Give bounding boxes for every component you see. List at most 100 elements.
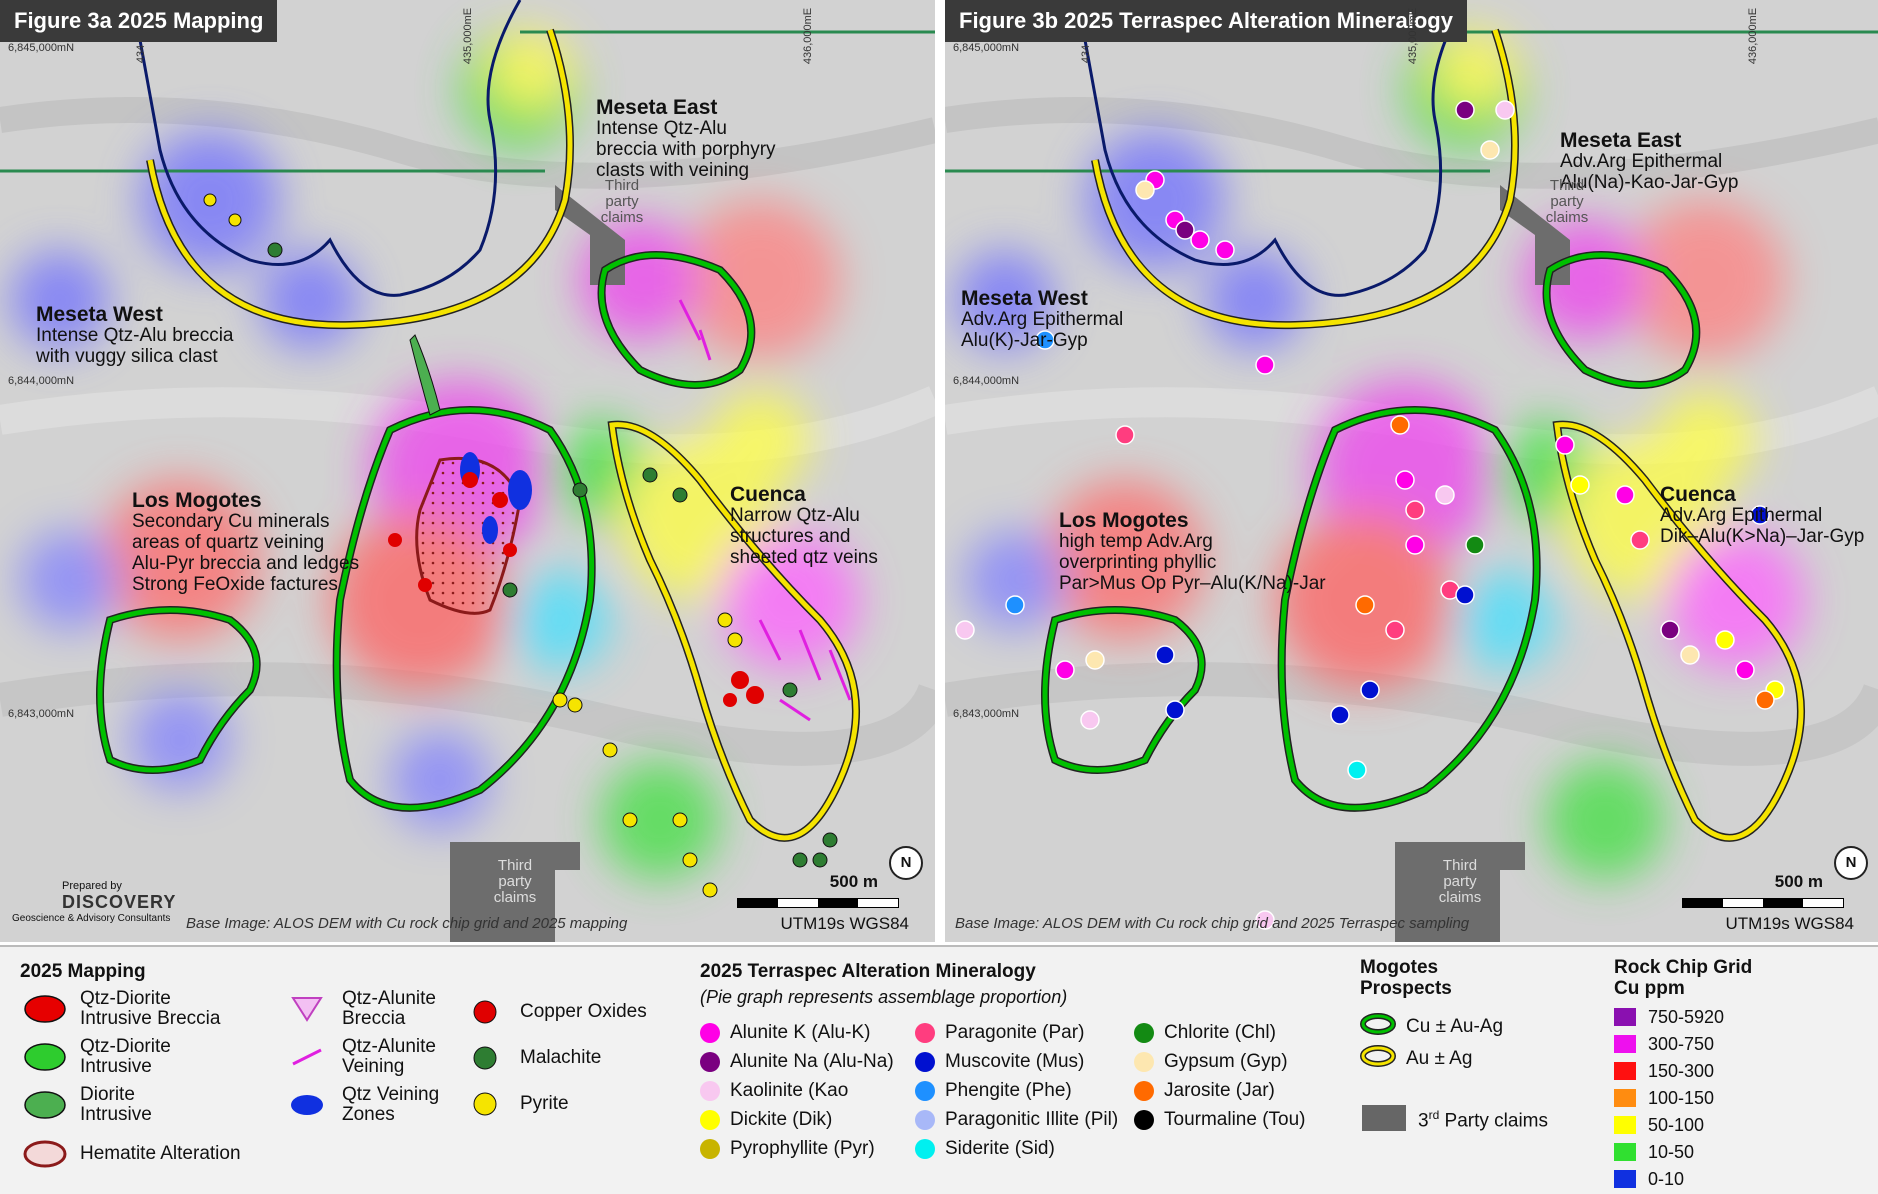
grid-easting: 435,000mE	[1407, 7, 1420, 65]
mineral-swatch	[915, 1023, 935, 1043]
cu-grid-heat	[10, 30, 860, 880]
legend-item: Qtz-Alunite Veining	[284, 1037, 436, 1077]
legend-item: Qtz Veining Zones	[284, 1085, 439, 1125]
diorite-icon	[22, 1088, 68, 1122]
discovery-logo: Prepared by DISCOVERY Geoscience & Advis…	[12, 880, 177, 930]
label-cuenca: Cuenca Narrow Qtz-Alu structures and shee…	[730, 442, 878, 589]
mineral-swatch	[1134, 1110, 1154, 1130]
legend-label: Hematite Alteration	[80, 1143, 241, 1164]
grid-easting: 434	[1080, 44, 1093, 64]
legend-item: 300-750	[1614, 1034, 1714, 1054]
mineral-swatch	[1134, 1081, 1154, 1101]
grid-swatch	[1614, 1089, 1636, 1107]
legend-item: Tourmaline (Tou)	[1134, 1110, 1306, 1130]
prospect-outline-cu	[599, 252, 754, 388]
grid-easting: 435,000mE	[462, 7, 475, 65]
legend-label: Qtz-Alunite Breccia	[342, 988, 436, 1029]
legend-item: Pyrite	[462, 1087, 569, 1121]
legend-item: Malachite	[462, 1041, 601, 1075]
map-a-canvas	[0, 0, 935, 942]
legend-label: 150-300	[1648, 1061, 1715, 1081]
legend-label: 10-50	[1648, 1142, 1695, 1162]
prospect-outline-cu	[1279, 407, 1540, 811]
legend-item: Qtz-Alunite Breccia	[284, 989, 436, 1029]
logo-name: DISCOVERY	[62, 892, 177, 912]
legend-item: Chlorite (Chl)	[1134, 1023, 1276, 1043]
legend-terraspec-heading: 2025 Terraspec Alteration Mineralogy	[700, 961, 1036, 982]
prospect-outline-au	[1092, 29, 1518, 328]
legend-label: Phengite (Phe)	[945, 1080, 1072, 1101]
legend-label: Qtz-Diorite Intrusive	[80, 1036, 171, 1077]
legend-item: Muscovite (Mus)	[915, 1052, 1084, 1072]
grid-northing: 6,844,000mN	[953, 375, 1020, 387]
pyrite-icon	[462, 1087, 508, 1121]
legend-label: Siderite (Sid)	[945, 1138, 1055, 1159]
legend-label: Paragonite (Par)	[945, 1022, 1085, 1043]
breccia-star-icon	[284, 992, 330, 1026]
mineral-swatch	[700, 1023, 720, 1043]
legend-label: 3rd Party claims	[1418, 1105, 1548, 1131]
legend-item: Alunite Na (Alu-Na)	[700, 1052, 894, 1072]
third-party-claims-polygon	[555, 185, 625, 285]
qtz-veining-zone	[482, 516, 498, 544]
legend-item: Alunite K (Alu-K)	[700, 1023, 870, 1043]
legend-label: Diorite Intrusive	[80, 1084, 152, 1125]
grid-northing: 6,844,000mN	[8, 375, 75, 387]
diorite-intrusive	[409, 334, 441, 416]
third-party-claims-polygon	[450, 842, 580, 942]
legend-label: Alunite Na (Alu-Na)	[730, 1051, 894, 1072]
logo-sub: Geoscience & Advisory Consultants	[12, 913, 171, 924]
label-text: Adv.Arg Epithermal Alu(K)-Jar-Gyp	[961, 309, 1124, 351]
legend-label: Cu ± Au-Ag	[1406, 1015, 1504, 1037]
legend-label: Dickite (Dik)	[730, 1109, 833, 1130]
legend-label: Malachite	[520, 1047, 602, 1068]
legend-item: 10-50	[1614, 1142, 1694, 1162]
vein-line-icon	[284, 1040, 330, 1074]
legend-label: Alunite K (Alu-K)	[730, 1022, 871, 1043]
mineral-swatch	[700, 1052, 720, 1072]
label-meseta-west: Meseta West Adv.Arg Epithermal Alu(K)-Jar…	[961, 246, 1123, 372]
legend-item: Gypsum (Gyp)	[1134, 1052, 1288, 1072]
north-arrow-icon: N	[1834, 846, 1868, 880]
legend-item: Diorite Intrusive	[22, 1085, 152, 1125]
label-title: Meseta West	[961, 287, 1088, 310]
mineral-swatch	[700, 1139, 720, 1159]
intrusive-icon	[22, 1040, 68, 1074]
legend-item: Dickite (Dik)	[700, 1110, 832, 1130]
label-title: Los Mogotes	[132, 489, 262, 512]
grid-northing: 6,845,000mN	[8, 42, 75, 54]
legend-label: Pyrite	[520, 1093, 569, 1114]
grid-swatch	[1614, 1035, 1636, 1053]
grid-swatch	[1614, 1008, 1636, 1026]
legend-label: Au ± Ag	[1406, 1047, 1473, 1069]
label-cuenca: Cuenca Adv.Arg Epithermal Dik–Alu(K>Na)–J…	[1660, 442, 1864, 568]
label-text: Adv.Arg Epithermal Dik–Alu(K>Na)–Jar-Gyp	[1660, 505, 1865, 547]
veining-zone-icon	[284, 1088, 330, 1122]
legend-terraspec-subheading: (Pie graph represents assemblage proport…	[700, 987, 1068, 1007]
legend-item: Qtz-Diorite Intrusive Breccia	[22, 989, 220, 1029]
grid-swatch	[1614, 1116, 1636, 1134]
legend-label: 100-150	[1648, 1088, 1715, 1108]
legend-label: Pyrophyllite (Pyr)	[730, 1138, 875, 1159]
legend-label: Gypsum (Gyp)	[1164, 1051, 1288, 1072]
legend-label: 50-100	[1648, 1115, 1705, 1135]
mineral-swatch	[1134, 1052, 1154, 1072]
mineral-swatch	[1134, 1023, 1154, 1043]
legend-item: Phengite (Phe)	[915, 1081, 1072, 1101]
grid-northing: 6,845,000mN	[953, 42, 1020, 54]
label-title: Meseta East	[596, 96, 718, 119]
utm-label: UTM19s WGS84	[1725, 914, 1854, 933]
copper-oxide-icon	[462, 995, 508, 1029]
label-text: Narrow Qtz-Alu structures and sheeted qt…	[730, 505, 878, 568]
label-title: Cuenca	[730, 483, 806, 506]
label-title: Meseta West	[36, 303, 163, 326]
third-party-claims-label: Third party claims	[1438, 857, 1482, 906]
label-meseta-west: Meseta West Intense Qtz-Alu breccia with …	[36, 262, 233, 388]
malachite-points	[267, 242, 838, 868]
map-figure-3a: Figure 3a 2025 Mapping 6,845,000mN 6,844…	[0, 0, 937, 942]
north-arrow-icon: N	[889, 846, 923, 880]
legend-grid-heading: Rock Chip Grid Cu ppm	[1614, 957, 1753, 999]
grid-northing: 6,843,000mN	[953, 708, 1020, 720]
legend-item: Kaolinite (Kao	[700, 1081, 848, 1101]
prospect-outline-cu	[1042, 607, 1205, 773]
